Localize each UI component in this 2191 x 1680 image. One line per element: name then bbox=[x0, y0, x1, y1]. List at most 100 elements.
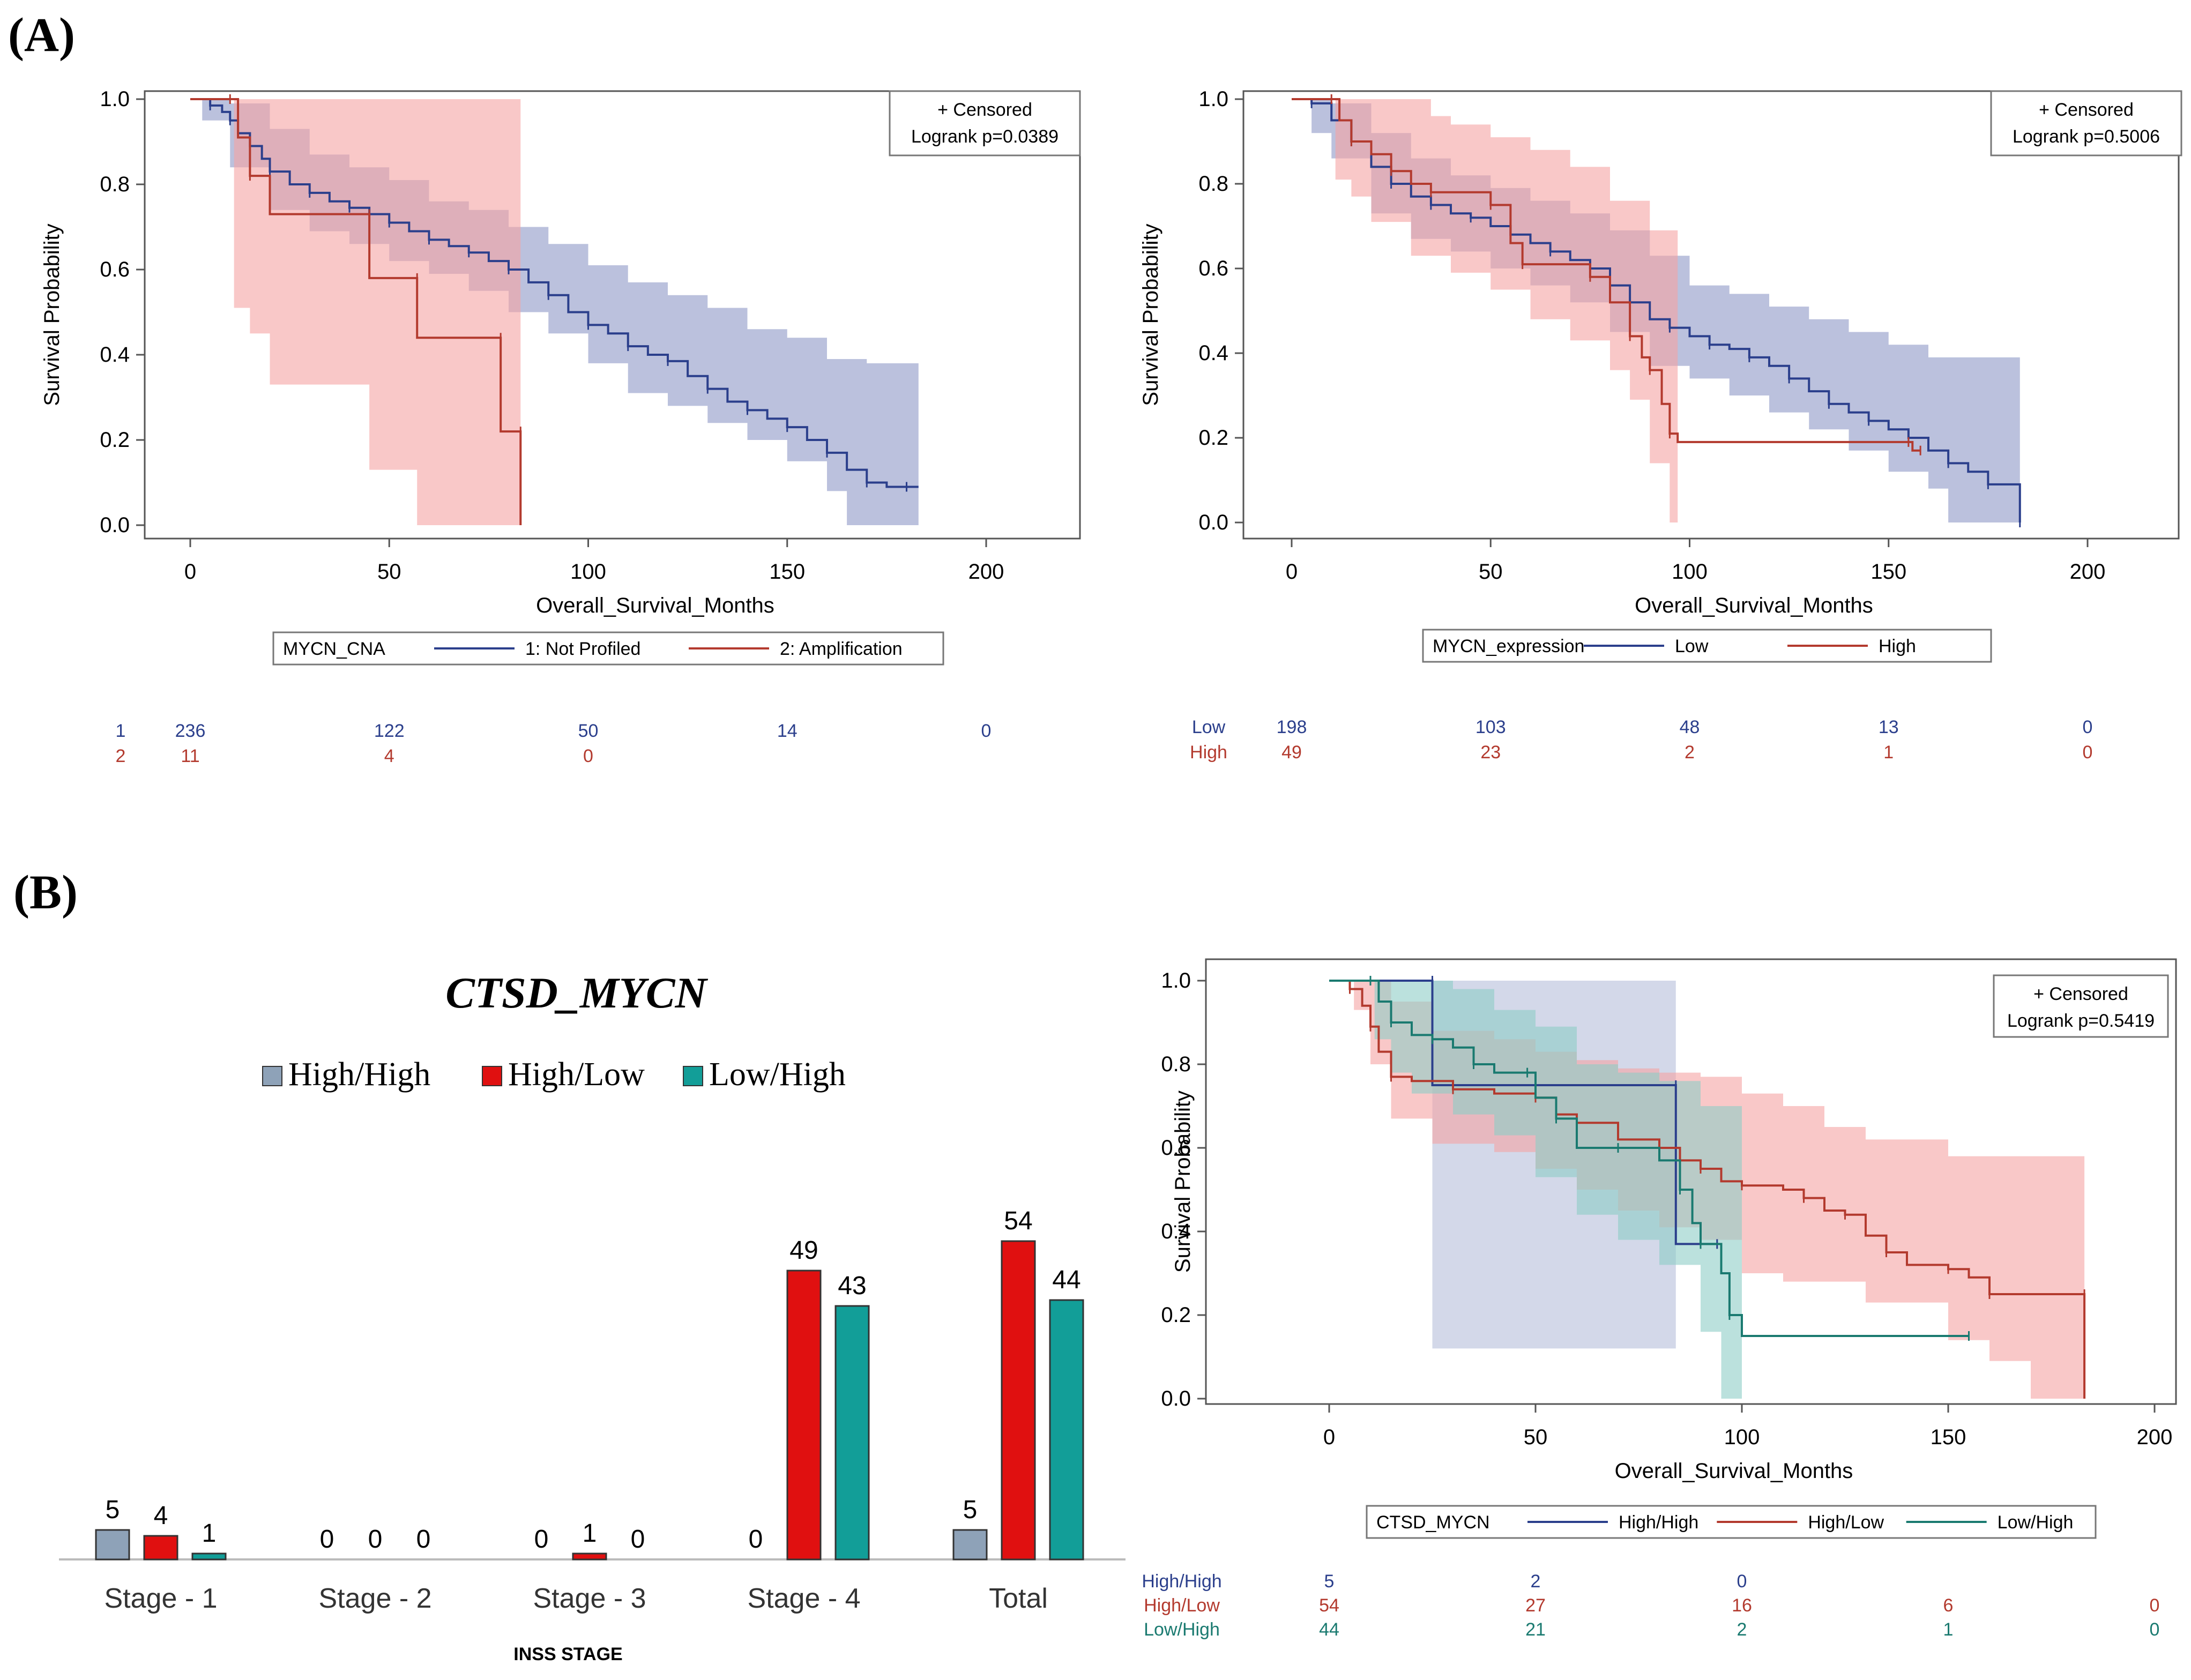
censored-note: + Censored bbox=[2033, 984, 2128, 1004]
legend-label-1: High bbox=[1879, 636, 1916, 656]
y-tick-label: 0.0 bbox=[1198, 511, 1228, 534]
y-tick-label: 1.0 bbox=[1198, 87, 1228, 111]
bar-category-label: Stage - 1 bbox=[104, 1583, 217, 1614]
x-tick-label: 0 bbox=[1323, 1425, 1335, 1449]
bar-value-label: 0 bbox=[534, 1525, 549, 1554]
risk-count: 13 bbox=[1879, 717, 1899, 737]
km-plot-ctsd-mycn: 0.00.20.40.60.81.00 50 100 150 200Overall_Su… bbox=[1142, 958, 2177, 1640]
risk-count: 0 bbox=[2150, 1619, 2160, 1640]
risk-count: 48 bbox=[1680, 717, 1700, 737]
x-tick-label: 150 bbox=[769, 560, 805, 584]
bar-chart-title: CTSD_MYCN bbox=[445, 968, 708, 1017]
km-plot-mycn-expression: 0.00.20.40.60.81.00 50 100 150 200Overall_Su… bbox=[1139, 87, 2182, 763]
bar-value-label: 0 bbox=[368, 1525, 383, 1554]
bar-1-2 bbox=[572, 1552, 607, 1560]
km-plot-mycn-cna: 0.00.20.40.60.81.00 50 100 150 200Overall_Su… bbox=[40, 87, 1081, 766]
legend-label-0: Low bbox=[1675, 636, 1709, 656]
x-axis-title: Overall_Survival_Months bbox=[1615, 1459, 1853, 1483]
bar-value-label: 0 bbox=[416, 1525, 431, 1554]
survival-curve-1 bbox=[190, 98, 522, 525]
risk-row-label: Low bbox=[1192, 717, 1226, 737]
bar-legend-swatch-1 bbox=[482, 1066, 502, 1086]
risk-count: 236 bbox=[175, 721, 206, 741]
bar-2-4 bbox=[1049, 1299, 1084, 1560]
survival-curve-2 bbox=[1329, 980, 1969, 1337]
bar-category-label: Total bbox=[989, 1583, 1048, 1614]
y-tick-label: 0.2 bbox=[1161, 1303, 1191, 1327]
legend-label-0: High/High bbox=[1619, 1512, 1698, 1533]
logrank-inset-box bbox=[889, 90, 1081, 156]
x-tick-label: 200 bbox=[2137, 1425, 2173, 1449]
x-tick-label: 0 bbox=[184, 560, 196, 584]
y-tick-label: 1.0 bbox=[100, 87, 130, 111]
risk-count: 4 bbox=[384, 746, 394, 766]
risk-count: 54 bbox=[1319, 1595, 1339, 1616]
y-tick-label: 0.0 bbox=[1161, 1387, 1191, 1410]
risk-count: 44 bbox=[1319, 1619, 1339, 1640]
risk-count: 6 bbox=[1943, 1595, 1954, 1616]
y-tick-label: 0.4 bbox=[1198, 341, 1228, 365]
bar-1-3 bbox=[786, 1270, 822, 1560]
risk-count: 14 bbox=[777, 721, 798, 741]
bar-value-label: 1 bbox=[583, 1519, 597, 1548]
risk-row-label: Low/High bbox=[1144, 1619, 1220, 1640]
y-axis-title: Survival Probability bbox=[1139, 223, 1162, 406]
logrank-inset-box bbox=[1990, 90, 2182, 156]
risk-row-label: High/High bbox=[1142, 1571, 1221, 1592]
x-tick-label: 100 bbox=[570, 560, 606, 584]
risk-count: 21 bbox=[1525, 1619, 1546, 1640]
y-tick-label: 0.8 bbox=[1161, 1052, 1191, 1076]
bar-category-label: Stage - 4 bbox=[747, 1583, 860, 1614]
confidence-band-1 bbox=[1335, 99, 1678, 522]
risk-count: 1 bbox=[1943, 1619, 1954, 1640]
risk-count: 198 bbox=[1277, 717, 1307, 737]
survival-curve-1 bbox=[1329, 980, 2086, 1399]
risk-row-label: High bbox=[1190, 742, 1227, 763]
legend-label-0: 1: Not Profiled bbox=[525, 639, 640, 659]
x-tick-label: 100 bbox=[1672, 560, 1708, 584]
bar-value-label: 5 bbox=[963, 1496, 978, 1524]
risk-count: 0 bbox=[2083, 717, 2093, 737]
x-axis-title: Overall_Survival_Months bbox=[1635, 594, 1873, 617]
legend-title: MYCN_CNA bbox=[283, 639, 385, 659]
legend-title: CTSD_MYCN bbox=[1376, 1512, 1490, 1533]
y-tick-label: 0.2 bbox=[100, 428, 130, 452]
x-tick-label: 0 bbox=[1286, 560, 1298, 584]
bar-value-label: 54 bbox=[1004, 1207, 1032, 1235]
x-tick-label: 100 bbox=[1724, 1425, 1760, 1449]
bar-value-label: 0 bbox=[320, 1525, 334, 1554]
bar-1-4 bbox=[1001, 1240, 1036, 1560]
y-axis-title: Survival Probability bbox=[1171, 1091, 1195, 1273]
bar-0-4 bbox=[952, 1529, 988, 1560]
survival-curve-1 bbox=[1292, 98, 1921, 452]
risk-count: 27 bbox=[1525, 1595, 1546, 1616]
bar-value-label: 43 bbox=[838, 1272, 866, 1300]
risk-count: 0 bbox=[2083, 742, 2093, 763]
bar-value-label: 49 bbox=[789, 1236, 818, 1265]
y-tick-label: 0.8 bbox=[100, 173, 130, 196]
bar-2-0 bbox=[191, 1552, 227, 1560]
y-tick-label: 0.6 bbox=[1198, 257, 1228, 280]
risk-count: 11 bbox=[181, 746, 199, 766]
bar-legend-label-2: Low/High bbox=[709, 1056, 846, 1093]
bar-legend-swatch-0 bbox=[262, 1066, 282, 1086]
bar-value-label: 5 bbox=[106, 1496, 120, 1524]
x-tick-label: 150 bbox=[1870, 560, 1906, 584]
bar-value-label: 44 bbox=[1052, 1266, 1080, 1294]
y-tick-label: 0.0 bbox=[100, 513, 130, 537]
censored-note: + Censored bbox=[937, 100, 1032, 120]
logrank-p-value: Logrank p=0.0389 bbox=[911, 126, 1059, 147]
bar-1-0 bbox=[143, 1535, 178, 1560]
risk-count: 0 bbox=[583, 746, 593, 766]
risk-count: 2 bbox=[1531, 1571, 1541, 1592]
legend-box bbox=[1422, 629, 1992, 663]
legend-box bbox=[272, 631, 944, 666]
y-tick-label: 0.4 bbox=[100, 343, 130, 367]
x-tick-label: 200 bbox=[968, 560, 1004, 584]
legend-label-1: High/Low bbox=[1808, 1512, 1884, 1533]
survival-curve-0 bbox=[190, 98, 919, 488]
bar-legend-swatch-2 bbox=[683, 1066, 703, 1086]
risk-count: 5 bbox=[1324, 1571, 1335, 1592]
